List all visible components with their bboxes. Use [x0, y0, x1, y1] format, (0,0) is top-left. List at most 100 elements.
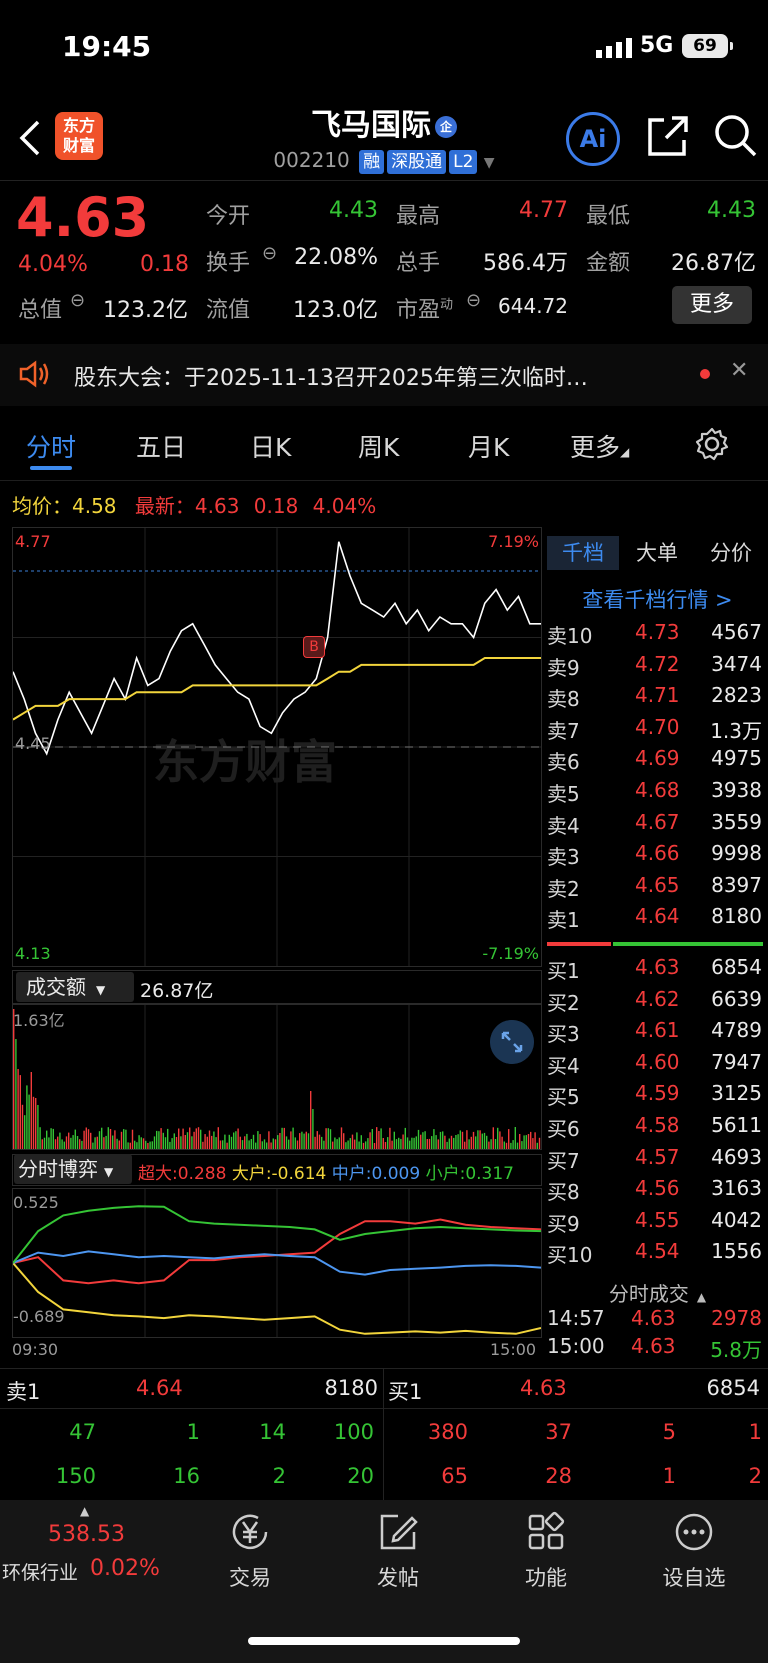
nav-post[interactable]: 发帖 — [338, 1510, 458, 1592]
amount-bar — [481, 1133, 483, 1149]
level-price: 4.69 — [635, 746, 680, 771]
tick-price: 4.63 — [631, 1306, 676, 1330]
chevron-down-icon: ▼ — [483, 155, 495, 171]
amount-plot — [13, 1005, 541, 1149]
bid-row[interactable]: 买3 4.61 4789 — [547, 1018, 762, 1049]
amount-bar — [72, 1135, 74, 1149]
bid-row[interactable]: 买9 4.55 4042 — [547, 1208, 762, 1239]
nav-trade[interactable]: 交易 — [190, 1510, 310, 1592]
tab-intraday[interactable]: 分时 — [26, 433, 77, 462]
sector-name[interactable]: 环保行业 — [2, 1562, 79, 1584]
bid-row[interactable]: 买4 4.60 7947 — [547, 1050, 762, 1081]
amount-bar — [332, 1141, 334, 1149]
back-icon[interactable] — [18, 118, 42, 158]
ask-row[interactable]: 卖2 4.65 8397 — [547, 873, 762, 904]
buy-marker[interactable]: B — [303, 636, 325, 658]
intraday-chart[interactable]: 东方财富 4.77 7.19% 4.45 4.13 -7.19% B — [12, 527, 542, 967]
amount-bar — [530, 1131, 532, 1149]
bid-row[interactable]: 买5 4.59 3125 — [547, 1081, 762, 1112]
bid-row[interactable]: 买7 4.57 4693 — [547, 1145, 762, 1176]
open-value: 4.43 — [329, 198, 378, 223]
tab-big-order[interactable]: 大单 — [636, 541, 678, 565]
amount-bar — [149, 1141, 151, 1149]
nav-add-watchlist[interactable]: 设自选 — [634, 1510, 754, 1592]
tab-price-dist[interactable]: 分价 — [710, 541, 752, 565]
amount-bar — [400, 1138, 402, 1149]
tab-five-day[interactable]: 五日 — [136, 433, 187, 462]
amount-bar — [428, 1138, 431, 1149]
amount-bar — [68, 1132, 70, 1149]
sector-index-value[interactable]: 538.53 — [48, 1522, 125, 1547]
ask-row[interactable]: 卖9 4.72 3474 — [547, 652, 762, 683]
ask-row[interactable]: 卖1 4.64 8180 — [547, 904, 762, 935]
info-icon[interactable]: ⊖ — [466, 290, 482, 311]
expand-icon[interactable] — [490, 1020, 534, 1064]
amount-bar — [532, 1138, 534, 1149]
info-icon[interactable]: ⊖ — [262, 243, 278, 264]
stock-code: 002210 — [273, 148, 350, 172]
sector-pct[interactable]: 0.02% — [90, 1556, 160, 1581]
amount-bar — [483, 1132, 486, 1149]
ask-row[interactable]: 卖3 4.66 9998 — [547, 841, 762, 872]
amount-bar — [61, 1139, 63, 1149]
flow-chart[interactable]: 0.525 -0.689 — [12, 1188, 542, 1338]
view-full-depth-link[interactable]: 查看千档行情 > — [582, 588, 733, 612]
amount-bar — [457, 1134, 459, 1149]
level-volume: 4567 — [711, 620, 762, 644]
amount-bar — [96, 1136, 98, 1149]
close-icon[interactable]: ✕ — [730, 358, 749, 383]
ai-button[interactable]: Ai — [566, 112, 620, 166]
ask-row[interactable]: 卖4 4.67 3559 — [547, 810, 762, 841]
share-icon[interactable] — [646, 114, 690, 158]
ticks-title[interactable]: 分时成交 ▲ — [608, 1282, 707, 1306]
gear-icon[interactable] — [694, 426, 730, 462]
amount-bar — [116, 1138, 118, 1149]
amount-bar — [395, 1139, 398, 1149]
bid-row[interactable]: 买6 4.58 5611 — [547, 1113, 762, 1144]
amount-bar — [378, 1131, 380, 1149]
amount-bar — [442, 1131, 444, 1149]
amount-bar — [162, 1132, 164, 1149]
bid-row[interactable]: 买10 4.54 1556 — [547, 1239, 762, 1270]
more-button[interactable]: 更多 — [672, 286, 752, 324]
search-icon[interactable] — [712, 112, 758, 158]
info-icon[interactable]: ⊖ — [70, 290, 86, 311]
nav-functions[interactable]: 功能 — [486, 1510, 606, 1592]
amount-bar — [94, 1137, 96, 1149]
tab-weekly-k[interactable]: 周K — [358, 433, 400, 462]
amount-bar — [303, 1133, 305, 1149]
ask-row[interactable]: 卖6 4.69 4975 — [547, 746, 762, 777]
ask-row[interactable]: 卖8 4.71 2823 — [547, 683, 762, 714]
level-price: 4.71 — [635, 683, 680, 708]
amount-bar — [536, 1142, 538, 1149]
ask-row[interactable]: 卖5 4.68 3938 — [547, 778, 762, 809]
level-price: 4.66 — [635, 841, 680, 866]
amount-chart[interactable]: 1.63亿 — [12, 1004, 542, 1150]
level-label: 买4 — [547, 1053, 580, 1078]
amount-bar — [406, 1137, 409, 1149]
bid-row[interactable]: 买1 4.63 6854 — [547, 955, 762, 986]
amount-bar — [466, 1130, 468, 1149]
stock-code-row[interactable]: 002210 融深股通 L2 ▼ — [0, 148, 768, 174]
bid-row[interactable]: 买8 4.56 3163 — [547, 1176, 762, 1207]
watermark: 东方财富 — [153, 735, 337, 789]
notice-bar[interactable] — [0, 344, 768, 406]
notice-text[interactable]: 股东大会：于2025-11-13召开2025年第三次临时… — [74, 366, 588, 391]
tab-monthly-k[interactable]: 月K — [468, 433, 510, 462]
bid-row[interactable]: 买2 4.62 6639 — [547, 987, 762, 1018]
amount-bar — [182, 1128, 184, 1149]
more-icon — [675, 1513, 713, 1551]
tab-thousand-level[interactable]: 千档 — [547, 536, 619, 570]
ask-row[interactable]: 卖7 4.70 1.3万 — [547, 715, 762, 746]
amount-indicator-select[interactable]: 成交额 ▼ — [16, 972, 134, 1002]
tab-more[interactable]: 更多◢ — [570, 433, 630, 462]
ask-row[interactable]: 卖10 4.73 4567 — [547, 620, 762, 651]
amount-bar — [131, 1129, 134, 1149]
amount-bar — [142, 1138, 145, 1149]
tab-daily-k[interactable]: 日K — [250, 433, 292, 462]
level-price: 4.62 — [635, 986, 680, 1011]
level-volume: 2823 — [711, 683, 762, 708]
amount-bar — [26, 1085, 28, 1149]
amount-bar — [114, 1130, 116, 1149]
flow-indicator-select[interactable]: 分时博弈 ▼ — [14, 1154, 132, 1184]
